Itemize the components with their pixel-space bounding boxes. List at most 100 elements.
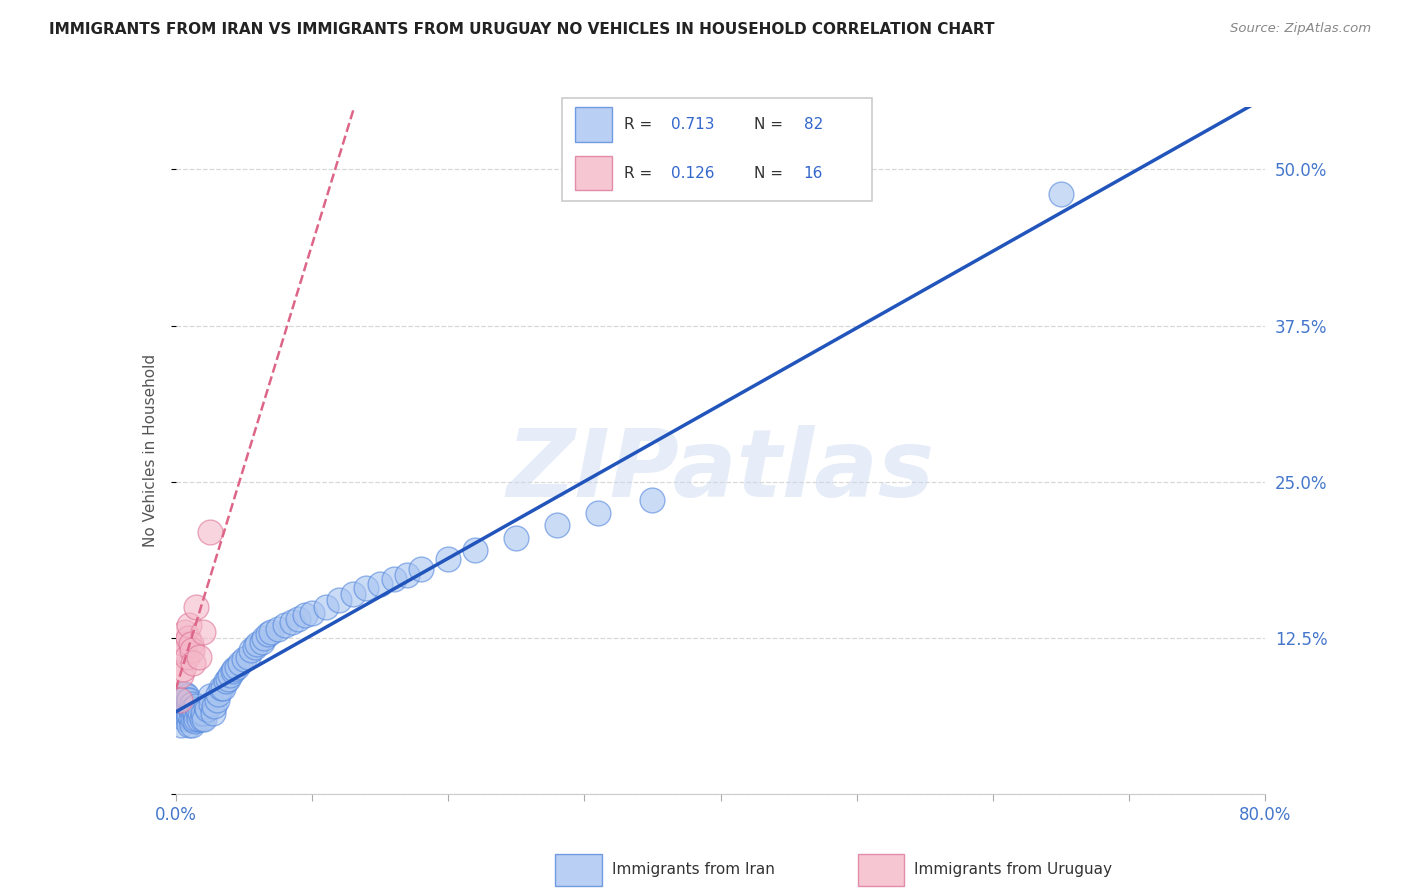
Point — [187, 649, 209, 664]
Point — [179, 699, 201, 714]
Point — [191, 624, 214, 639]
Point — [173, 702, 195, 716]
Point — [301, 606, 323, 620]
Point — [212, 681, 235, 695]
Point — [181, 643, 204, 657]
Point — [174, 687, 197, 701]
Point — [201, 706, 224, 720]
Point — [195, 702, 218, 716]
Point — [222, 665, 245, 679]
Point — [186, 712, 208, 726]
Point — [239, 643, 262, 657]
Y-axis label: No Vehicles in Household: No Vehicles in Household — [142, 354, 157, 547]
Point — [194, 699, 217, 714]
Point — [546, 518, 568, 533]
Point — [183, 702, 205, 716]
Point — [179, 708, 201, 723]
Point — [226, 659, 249, 673]
Point — [207, 687, 229, 701]
Point — [342, 587, 364, 601]
Point — [173, 637, 195, 651]
Point — [260, 624, 283, 639]
Point — [236, 649, 259, 664]
Point — [181, 718, 204, 732]
Point — [180, 712, 202, 726]
Point — [183, 712, 205, 726]
Point — [229, 656, 252, 670]
Point — [368, 577, 391, 591]
Point — [243, 640, 266, 654]
Text: 16: 16 — [804, 166, 823, 180]
Point — [173, 693, 195, 707]
Point — [215, 674, 238, 689]
Text: N =: N = — [754, 117, 787, 132]
Point — [186, 706, 209, 720]
Point — [184, 706, 207, 720]
Point — [180, 702, 202, 716]
Point — [250, 634, 273, 648]
Point — [172, 693, 194, 707]
Text: 0.126: 0.126 — [671, 166, 714, 180]
Point — [274, 618, 297, 632]
Point — [294, 608, 316, 623]
Point — [287, 612, 309, 626]
Point — [177, 631, 200, 645]
Point — [184, 714, 207, 729]
Point — [200, 697, 222, 711]
Point — [217, 672, 239, 686]
Point — [328, 593, 350, 607]
Point — [188, 706, 211, 720]
Text: Immigrants from Iran: Immigrants from Iran — [612, 863, 775, 877]
Point — [176, 706, 198, 720]
Point — [176, 690, 198, 704]
Point — [169, 706, 191, 720]
Point — [181, 697, 204, 711]
Point — [202, 699, 225, 714]
Point — [174, 624, 197, 639]
Point — [267, 622, 290, 636]
Point — [253, 631, 276, 645]
Point — [180, 637, 202, 651]
Text: N =: N = — [754, 166, 787, 180]
Text: R =: R = — [624, 166, 658, 180]
Point — [177, 712, 200, 726]
Point — [179, 718, 201, 732]
FancyBboxPatch shape — [575, 155, 612, 190]
Point — [198, 524, 221, 539]
Point — [169, 693, 191, 707]
Point — [219, 668, 242, 682]
Point — [176, 649, 198, 664]
Point — [174, 712, 197, 726]
Text: R =: R = — [624, 117, 658, 132]
Point — [186, 599, 208, 614]
Point — [257, 627, 280, 641]
Text: IMMIGRANTS FROM IRAN VS IMMIGRANTS FROM URUGUAY NO VEHICLES IN HOUSEHOLD CORRELA: IMMIGRANTS FROM IRAN VS IMMIGRANTS FROM … — [49, 22, 994, 37]
Point — [246, 637, 269, 651]
Point — [586, 506, 609, 520]
FancyBboxPatch shape — [575, 107, 612, 142]
FancyBboxPatch shape — [562, 98, 872, 201]
Point — [176, 697, 198, 711]
Text: Immigrants from Uruguay: Immigrants from Uruguay — [914, 863, 1112, 877]
Point — [187, 712, 209, 726]
Point — [170, 668, 193, 682]
Point — [280, 615, 302, 629]
Point — [190, 712, 212, 726]
Point — [174, 699, 197, 714]
Point — [224, 662, 246, 676]
Point — [209, 681, 232, 695]
Point — [437, 552, 460, 566]
Point — [172, 643, 194, 657]
Point — [315, 599, 337, 614]
Point — [205, 693, 228, 707]
Point — [179, 693, 201, 707]
Point — [505, 531, 527, 545]
Point — [1050, 187, 1073, 202]
Point — [232, 652, 254, 666]
Text: 82: 82 — [804, 117, 823, 132]
Point — [198, 690, 221, 704]
Text: ZIPatlas: ZIPatlas — [506, 425, 935, 517]
Point — [382, 572, 405, 586]
Text: 0.713: 0.713 — [671, 117, 714, 132]
Point — [396, 568, 419, 582]
